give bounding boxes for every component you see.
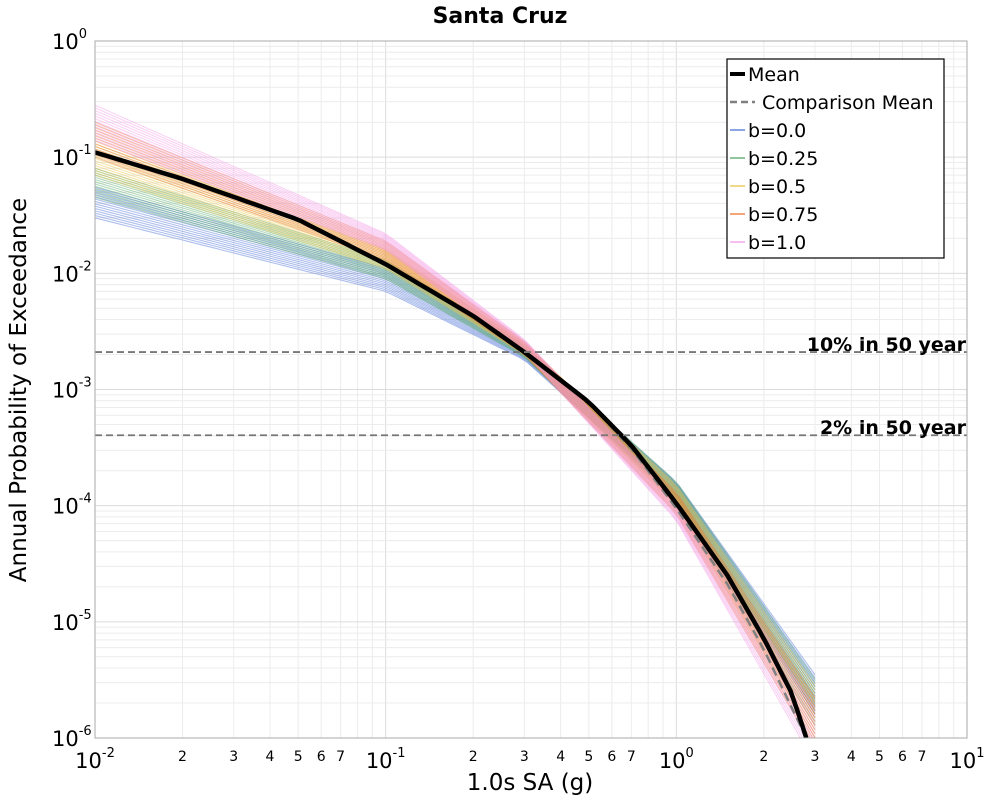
comparison-mean-curve xyxy=(95,151,808,738)
legend-label: b=0.5 xyxy=(748,176,806,198)
series-b=1.0 xyxy=(95,104,816,738)
branch-curve xyxy=(95,112,816,722)
x-tick-label: 101 xyxy=(949,746,984,773)
x-minor-tick-label: 3 xyxy=(811,749,820,765)
branch-curve xyxy=(95,150,816,699)
branch-curve xyxy=(95,136,804,738)
branch-curve xyxy=(95,205,816,700)
x-minor-tick-label: 5 xyxy=(875,749,884,765)
x-minor-tick-label: 4 xyxy=(266,749,275,765)
branch-curve xyxy=(95,131,809,738)
mean-curve xyxy=(95,150,809,738)
y-tick-label: 10-6 xyxy=(52,724,92,751)
legend-item: b=0.0 xyxy=(730,120,806,142)
x-minor-tick-label: 5 xyxy=(294,749,303,765)
legend-label: b=0.0 xyxy=(748,120,806,142)
series-b=0.0 xyxy=(95,186,816,715)
x-minor-tick-label: 3 xyxy=(520,749,529,765)
x-minor-tick-label: 6 xyxy=(607,749,616,765)
branch-curve xyxy=(95,189,816,679)
branch-curve xyxy=(95,186,816,676)
branch-curve xyxy=(95,215,816,712)
legend-label: b=0.75 xyxy=(748,204,818,226)
branch-curve xyxy=(95,203,816,697)
mean-curves xyxy=(95,150,809,738)
x-minor-tick-label: 7 xyxy=(627,749,636,765)
x-minor-tick-label: 2 xyxy=(759,749,768,765)
legend-item: b=1.0 xyxy=(730,232,806,254)
y-tick-label: 10-3 xyxy=(52,376,92,403)
chart-title: Santa Cruz xyxy=(433,4,568,29)
branch-curve xyxy=(95,139,801,738)
y-tick-label: 10-5 xyxy=(52,608,92,635)
legend-item: b=0.25 xyxy=(730,148,818,170)
branch-curve xyxy=(95,123,816,738)
x-minor-tick-label: 6 xyxy=(898,749,907,765)
branch-curve xyxy=(95,183,816,705)
branch-curve xyxy=(95,200,816,694)
x-minor-tick-label: 6 xyxy=(317,749,326,765)
branch-curve xyxy=(95,134,806,738)
y-tick-label: 10-1 xyxy=(52,143,92,170)
branch-curve xyxy=(95,193,816,685)
y-tick-label: 10-4 xyxy=(52,492,92,519)
x-minor-tick-label: 4 xyxy=(556,749,565,765)
branch-curve xyxy=(95,198,816,691)
x-tick-label: 100 xyxy=(659,746,694,773)
branch-curve xyxy=(95,179,816,698)
branch-curve xyxy=(95,155,816,707)
x-tick-label: 10-1 xyxy=(366,746,406,773)
legend: Mean Comparison Mean b=0.0 b=0.25 b=0.5 b=0.7… xyxy=(726,58,945,259)
branch-curve xyxy=(95,120,816,735)
branch-curve xyxy=(95,196,816,688)
legend-label: b=0.25 xyxy=(748,148,818,170)
x-minor-tick-label: 2 xyxy=(469,749,478,765)
branch-curve xyxy=(95,124,816,703)
hazard-level-label: 2% in 50 year xyxy=(820,417,967,439)
x-minor-tick-label: 2 xyxy=(178,749,187,765)
branch-curve xyxy=(95,191,816,682)
legend-label: Mean xyxy=(748,64,800,86)
legend-label: Comparison Mean xyxy=(762,92,934,114)
branch-curve xyxy=(95,212,816,709)
x-tick-label: 10-2 xyxy=(75,746,115,773)
branch-curve xyxy=(95,127,816,707)
legend-box xyxy=(726,58,945,259)
legend-item: b=0.5 xyxy=(730,176,806,198)
y-axis-label: Annual Probability of Exceedance xyxy=(6,198,32,582)
plot-area: 10% in 50 year 2% in 50 year 10-2 10-1 100 10… xyxy=(52,27,985,773)
plot-frame xyxy=(94,40,968,739)
x-axis-label: 1.0s SA (g) xyxy=(467,770,594,796)
branch-curve xyxy=(95,140,816,726)
branch-curve xyxy=(95,121,816,699)
legend-label: b=1.0 xyxy=(748,232,806,254)
y-tick-label: 10-2 xyxy=(52,259,92,286)
branch-curve xyxy=(95,153,816,703)
legend-item: Mean xyxy=(730,64,800,86)
branch-curve xyxy=(95,210,816,706)
branch-curve xyxy=(95,185,816,708)
x-minor-tick-label: 3 xyxy=(229,749,238,765)
legend-item: Comparison Mean xyxy=(730,92,934,114)
y-tick-label: 100 xyxy=(52,27,87,54)
x-minor-tick-label: 7 xyxy=(336,749,345,765)
x-minor-tick-label: 5 xyxy=(584,749,593,765)
branch-curve xyxy=(95,207,816,703)
branch-curve xyxy=(95,126,813,738)
branch-curve xyxy=(95,181,816,701)
branch-curve xyxy=(95,128,811,738)
branch-curve xyxy=(95,143,816,687)
hazard-level-label: 10% in 50 year xyxy=(807,334,967,356)
x-minor-tick-label: 4 xyxy=(847,749,856,765)
branch-curve xyxy=(95,187,816,712)
x-minor-tick-label: 7 xyxy=(918,749,927,765)
grid xyxy=(94,41,967,739)
legend-item: b=0.75 xyxy=(730,204,818,226)
